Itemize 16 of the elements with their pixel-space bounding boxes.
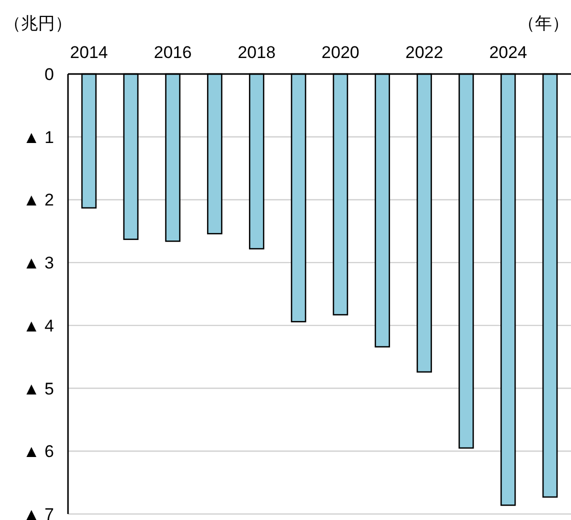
y-tick-label: 0 [44,65,54,84]
x-tick-label: 2018 [238,43,276,62]
y-tick-label: ▲ 7 [22,505,54,520]
x-axis-title: （年） [518,14,569,33]
y-tick-label: ▲ 1 [22,128,54,147]
x-tick-label: 2014 [70,43,108,62]
y-axis-title: （兆円） [4,14,72,33]
y-tick-label: ▲ 4 [22,316,54,336]
x-tick-label: 2020 [322,43,360,62]
y-tick-label: ▲ 5 [22,379,54,398]
y-tick-label: ▲ 6 [22,442,54,462]
x-tick-label: 2024 [489,43,528,62]
y-tick-label: ▲ 2 [22,190,54,210]
x-tick-label: 2016 [154,43,192,62]
y-tick-label: ▲ 3 [22,254,54,273]
x-tick-label: 2022 [405,43,444,62]
